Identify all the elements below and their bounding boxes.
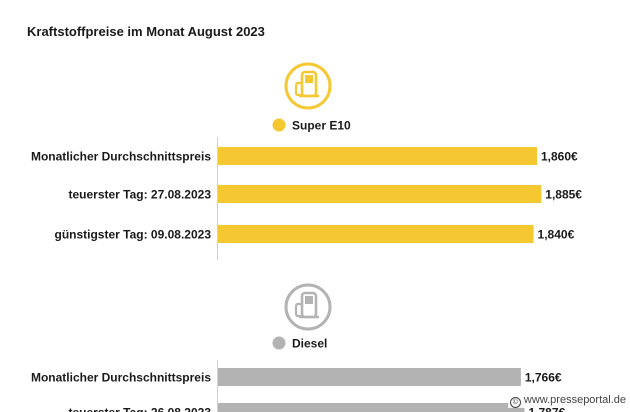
bar [218,225,534,243]
chart-group-diesel: Diesel Monatlicher Durchschnittspreis 1,76… [31,283,565,412]
value-label: 1,840€ [538,228,575,242]
bar [218,185,542,203]
category-label: günstigster Tag: 09.08.2023 [54,228,211,242]
pump-hose [294,302,304,318]
chart-group-super-e10: Super E10 Monatlicher Durchschnittspreis 1… [31,62,582,260]
legend-marker [272,336,286,350]
legend-label: Super E10 [292,119,351,133]
fuel-pump-icon [284,283,332,331]
chart-title: Kraftstoffpreise im Monat August 2023 [27,24,265,39]
bar [218,147,537,165]
pump-display [305,296,313,304]
legend-marker [272,118,286,132]
watermark-text: www.presseportal.de [523,394,626,406]
fuel-pump-icon [284,62,332,110]
category-label: Monatlicher Durchschnittspreis [31,150,211,164]
bar [218,403,525,412]
bar [218,368,521,386]
icon-ring [284,283,332,331]
value-label: 1,885€ [545,188,582,202]
copyright-icon: © [509,397,521,408]
pump-hose [294,81,304,97]
watermark: © www.presseportal.de [507,394,628,408]
value-label: 1,860€ [541,150,578,164]
value-label: 1,766€ [525,371,562,385]
category-label: teuerster Tag: 26.08.2023 [68,406,211,412]
icon-ring [284,62,332,110]
pump-display [305,75,313,83]
value-label: 1,787€ [528,406,565,412]
category-label: teuerster Tag: 27.08.2023 [68,188,211,202]
category-label: Monatlicher Durchschnittspreis [31,371,211,385]
legend-label: Diesel [292,337,327,351]
